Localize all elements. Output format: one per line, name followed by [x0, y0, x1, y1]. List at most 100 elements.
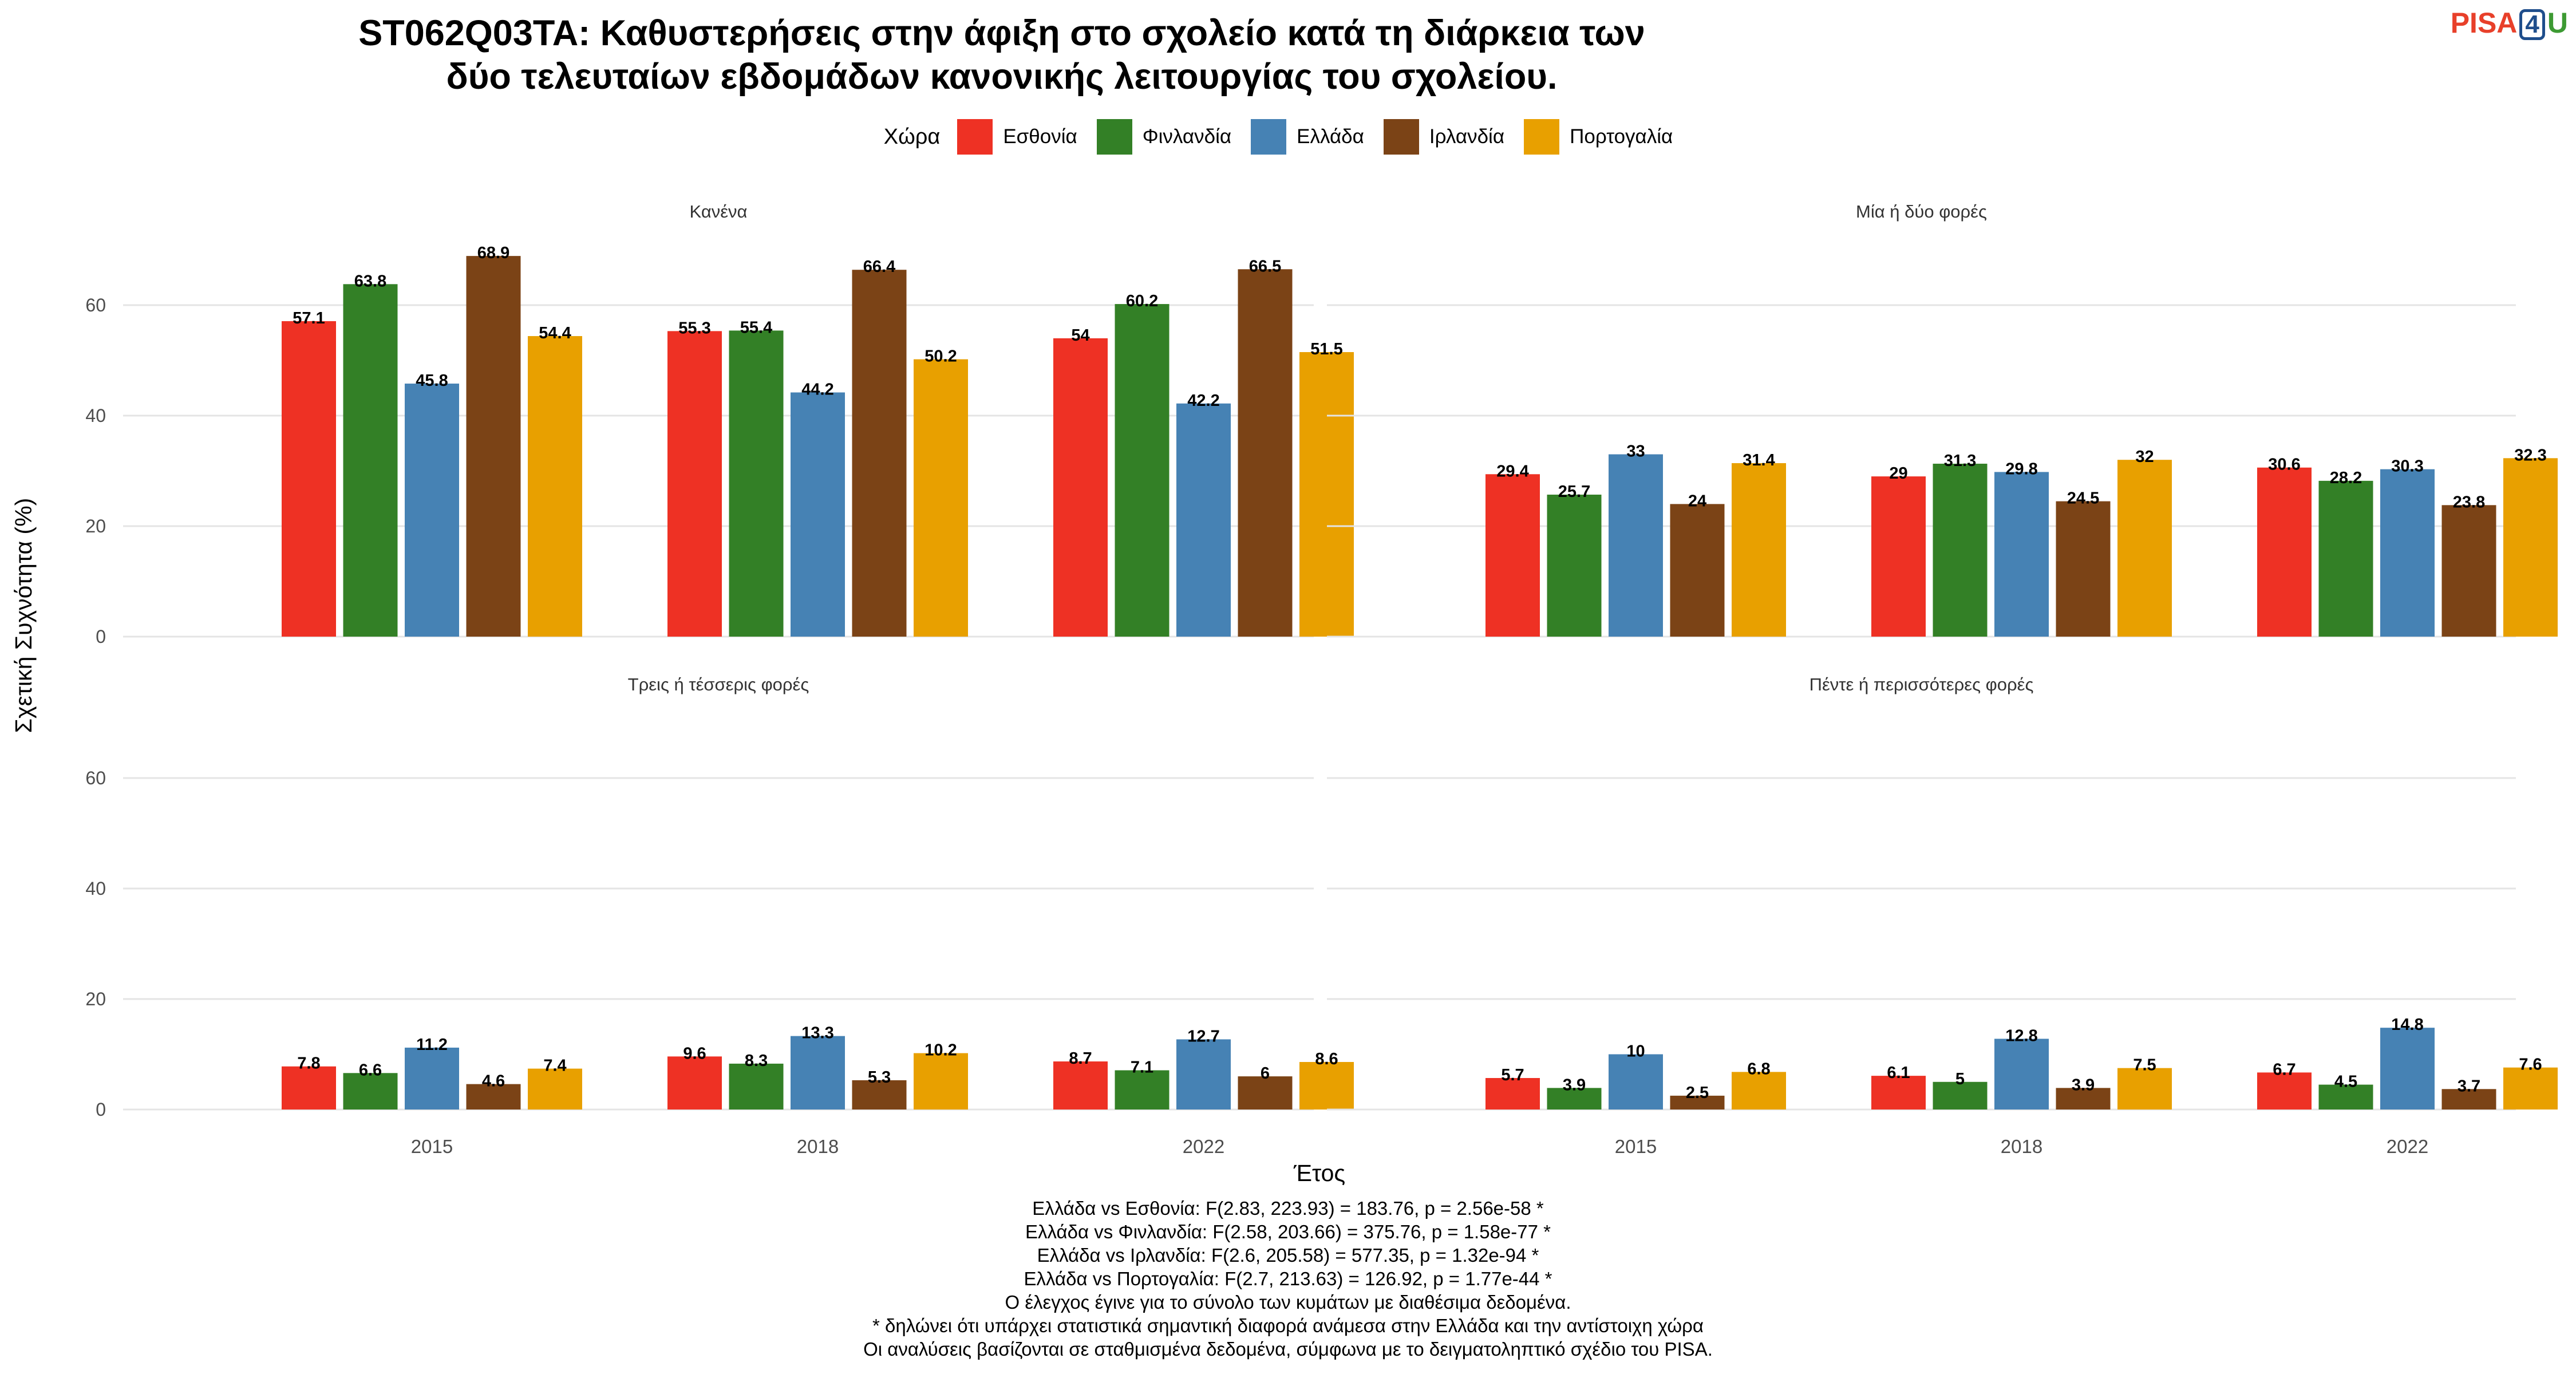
- bar-value-label: 9.6: [683, 1044, 706, 1063]
- bar: [405, 384, 459, 637]
- bar-value-label: 32: [2135, 448, 2154, 466]
- bar: [2257, 467, 2312, 637]
- note-line-1: Ελλάδα vs Εσθονία: F(2.83, 223.93) = 183…: [1032, 1198, 1544, 1219]
- bar-value-label: 29: [1889, 464, 1907, 483]
- logo-text-pisa: PISA: [2450, 7, 2518, 39]
- bar: [2257, 1072, 2312, 1110]
- logo-text-u: U: [2547, 7, 2568, 39]
- x-axis-title: Έτος: [1293, 1160, 1345, 1186]
- legend-item-estonia: Εσθονία: [957, 119, 1077, 155]
- bar-value-label: 3.9: [1563, 1076, 1586, 1094]
- panel-title: Μία ή δύο φορές: [1856, 202, 1987, 222]
- bar-value-label: 31.4: [1743, 451, 1775, 469]
- x-tick-label: 2022: [2387, 1136, 2428, 1157]
- bar-value-label: 28.2: [2330, 469, 2362, 487]
- bar-value-label: 29.4: [1496, 462, 1528, 480]
- bar: [1732, 1072, 1786, 1110]
- bar-value-label: 8.3: [745, 1052, 768, 1070]
- bar-value-label: 33: [1626, 443, 1645, 461]
- bar: [2056, 501, 2111, 637]
- bar-value-label: 3.7: [2458, 1077, 2480, 1095]
- bar-value-label: 6: [1261, 1064, 1270, 1083]
- note-line-7: Οι αναλύσεις βασίζονται σε σταθμισμένα δ…: [863, 1339, 1713, 1360]
- bar: [667, 331, 722, 637]
- bar: [1053, 1061, 1108, 1110]
- bar-value-label: 24: [1688, 492, 1706, 510]
- note-line-5: Ο έλεγχος έγινε για το σύνολο των κυμάτω…: [1005, 1292, 1571, 1313]
- note-line-6: * δηλώνει ότι υπάρχει στατιστικά σημαντι…: [872, 1315, 1704, 1336]
- bar: [405, 1047, 459, 1110]
- bar: [1176, 1039, 1231, 1110]
- bar-value-label: 7.1: [1131, 1058, 1153, 1076]
- bar-value-label: 10: [1626, 1043, 1645, 1061]
- bar: [1299, 1062, 1354, 1110]
- bar: [791, 1036, 845, 1110]
- bar-value-label: 30.6: [2268, 456, 2300, 474]
- legend-title: Χώρα: [883, 124, 941, 149]
- note-line-4: Ελλάδα vs Πορτογαλία: F(2.7, 213.63) = 1…: [1024, 1268, 1552, 1289]
- legend-item-greece: Ελλάδα: [1251, 119, 1364, 155]
- legend-swatch-portugal: [1524, 119, 1560, 155]
- bar-value-label: 44.2: [801, 380, 833, 398]
- bar: [1871, 1076, 1926, 1110]
- y-tick-label: 40: [85, 405, 106, 426]
- legend-label-greece: Ελλάδα: [1297, 125, 1364, 148]
- bar: [914, 1053, 968, 1110]
- bar: [1670, 1095, 1725, 1110]
- bar: [282, 321, 336, 637]
- bar: [1933, 1081, 1988, 1110]
- bar: [1299, 352, 1354, 637]
- bar-value-label: 2.5: [1686, 1084, 1709, 1102]
- bar: [2318, 1084, 2373, 1110]
- bar: [1547, 494, 1602, 637]
- bar-value-label: 55.3: [678, 319, 710, 337]
- bar-value-label: 5.3: [868, 1068, 891, 1087]
- bar: [343, 1073, 398, 1110]
- bar: [1485, 474, 1540, 637]
- bar: [282, 1066, 336, 1110]
- bar: [1732, 463, 1786, 637]
- bar: [1115, 304, 1170, 637]
- bar-value-label: 42.2: [1187, 392, 1219, 410]
- bar: [2441, 505, 2496, 637]
- bar-value-label: 63.8: [354, 272, 386, 290]
- panel-1: Κανένα 0 20 40 60 57.1 63.8 45.8 68.9 54.4 55.3 55.…: [85, 202, 1354, 647]
- legend-label-ireland: Ιρλανδία: [1429, 125, 1505, 148]
- bar: [2117, 1068, 2172, 1110]
- bar: [1994, 1039, 2049, 1110]
- bar: [528, 1068, 582, 1110]
- bar-value-label: 7.8: [297, 1055, 320, 1073]
- chart-notes: Ελλάδα vs Εσθονία: F(2.83, 223.93) = 183…: [0, 1197, 2576, 1361]
- pisa4u-logo: PISA 4 U: [2451, 6, 2568, 40]
- bar: [466, 1084, 521, 1110]
- chart-legend: Χώρα Εσθονία Φινλανδία Ελλάδα Ιρλανδία Π…: [0, 118, 2576, 156]
- logo-text-four: 4: [2519, 9, 2545, 40]
- y-tick-label: 0: [96, 626, 106, 647]
- bar-value-label: 68.9: [477, 244, 509, 262]
- note-line-3: Ελλάδα vs Ιρλανδία: F(2.6, 205.58) = 577…: [1037, 1245, 1539, 1266]
- bar-value-label: 60.2: [1126, 292, 1158, 310]
- legend-swatch-estonia: [957, 119, 993, 155]
- bar-value-label: 5.7: [1501, 1066, 1524, 1084]
- bar-value-label: 54.4: [539, 324, 571, 342]
- y-tick-label: 20: [85, 989, 106, 1009]
- bar-value-label: 6.7: [2273, 1060, 2296, 1079]
- bar-value-label: 66.4: [863, 258, 895, 276]
- bar: [1609, 1054, 1663, 1110]
- bar-value-label: 4.6: [482, 1072, 505, 1091]
- bar: [1053, 338, 1108, 637]
- bar: [2318, 480, 2373, 637]
- bar: [2056, 1088, 2111, 1110]
- bar-value-label: 31.3: [1944, 452, 1976, 470]
- bar-value-label: 10.2: [924, 1041, 957, 1060]
- bar-value-label: 11.2: [416, 1036, 448, 1054]
- panel-4: Πέντε ή περισσότερες φορές 5.7 3.9 10 2.5 6.8…: [1327, 674, 2558, 1157]
- bar: [729, 330, 784, 637]
- bar: [852, 270, 907, 637]
- bar-value-label: 13.3: [801, 1024, 833, 1043]
- bar: [466, 256, 521, 637]
- bar: [1115, 1070, 1170, 1110]
- bar: [791, 392, 845, 637]
- note-line-2: Ελλάδα vs Φινλανδία: F(2.58, 203.66) = 3…: [1025, 1221, 1551, 1242]
- bar: [1176, 403, 1231, 637]
